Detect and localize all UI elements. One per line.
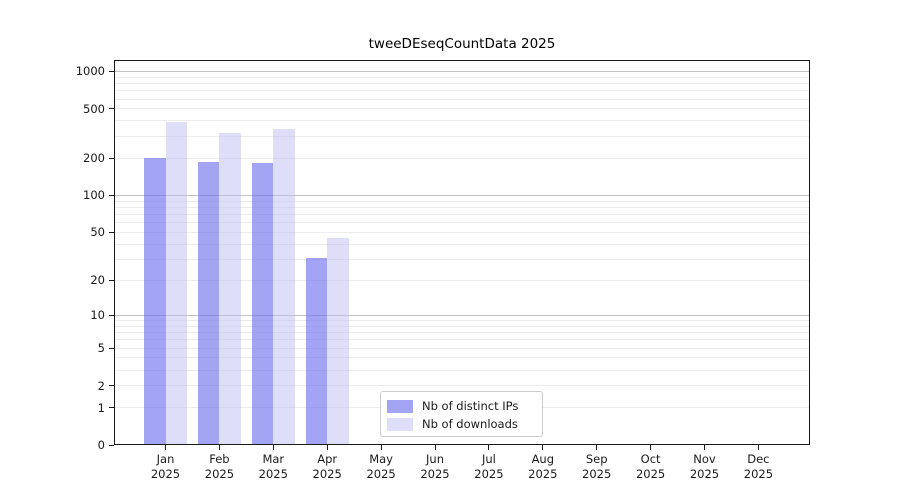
x-axis-tick-label: Feb 2025 bbox=[204, 452, 235, 481]
x-axis-tick-label: Jul 2025 bbox=[474, 452, 504, 481]
legend-swatch-downloads bbox=[387, 417, 413, 431]
gridline-minor bbox=[114, 90, 810, 92]
gridline-minor bbox=[114, 98, 810, 100]
gridline-minor bbox=[114, 347, 810, 349]
y-axis-tick bbox=[109, 347, 114, 349]
y-axis-tick-label: 20 bbox=[90, 273, 105, 288]
y-axis-tick bbox=[109, 108, 114, 110]
x-axis-tick bbox=[326, 445, 328, 450]
y-axis-tick-label: 1 bbox=[97, 400, 105, 415]
y-axis-tick-label: 100 bbox=[83, 188, 105, 203]
x-axis-tick-label: Apr 2025 bbox=[312, 452, 342, 481]
bar-downloads bbox=[273, 128, 295, 445]
gridline-minor bbox=[114, 214, 810, 216]
gridline-minor bbox=[114, 385, 810, 387]
bar-distinct-ips bbox=[144, 158, 166, 445]
y-axis-tick bbox=[109, 279, 114, 281]
x-axis-tick-label: Jun 2025 bbox=[420, 452, 450, 481]
gridline-minor bbox=[114, 339, 810, 341]
bar-downloads bbox=[165, 122, 187, 445]
bar-distinct-ips bbox=[197, 161, 220, 445]
x-axis-tick bbox=[757, 445, 759, 450]
gridline-minor bbox=[114, 108, 810, 110]
y-axis-tick bbox=[109, 157, 114, 159]
x-axis-tick bbox=[218, 445, 220, 450]
gridline-minor bbox=[114, 206, 810, 208]
chart-title: tweeDEseqCountData 2025 bbox=[368, 36, 556, 52]
gridline-minor bbox=[114, 82, 810, 84]
y-axis-tick bbox=[109, 314, 114, 316]
gridline-minor bbox=[114, 135, 810, 137]
legend-label-distinct-ips: Nb of distinct IPs bbox=[422, 399, 519, 413]
gridline-minor bbox=[114, 243, 810, 245]
gridline-major bbox=[114, 194, 810, 196]
gridline-major bbox=[114, 314, 810, 316]
gridline-minor bbox=[114, 76, 810, 78]
x-axis-tick-label: Aug 2025 bbox=[528, 452, 558, 481]
legend-item-distinct-ips: Nb of distinct IPs bbox=[387, 397, 542, 415]
x-axis-tick-label: Dec 2025 bbox=[743, 452, 774, 481]
x-axis-tick-label: Mar 2025 bbox=[258, 452, 288, 481]
y-axis-tick bbox=[109, 444, 114, 446]
x-axis-tick-label: Nov 2025 bbox=[689, 452, 720, 481]
x-axis-tick bbox=[542, 445, 544, 450]
gridline-major bbox=[114, 70, 810, 72]
legend-label-downloads: Nb of downloads bbox=[422, 417, 518, 431]
gridline-minor bbox=[114, 279, 810, 281]
y-axis-tick bbox=[109, 407, 114, 409]
x-axis-tick bbox=[380, 445, 382, 450]
y-axis-tick-label: 50 bbox=[90, 225, 105, 240]
x-axis-tick bbox=[596, 445, 598, 450]
x-axis-tick bbox=[165, 445, 166, 450]
legend-item-downloads: Nb of downloads bbox=[387, 415, 542, 433]
y-axis-tick-label: 5 bbox=[97, 341, 105, 356]
x-axis-tick bbox=[488, 445, 490, 450]
x-axis-tick-label: Sep 2025 bbox=[582, 452, 612, 481]
plot-area bbox=[114, 60, 810, 445]
gridline-minor bbox=[114, 369, 810, 371]
bar-distinct-ips bbox=[251, 163, 274, 445]
bar-downloads bbox=[327, 237, 349, 445]
bar-distinct-ips bbox=[305, 257, 328, 445]
y-axis-tick bbox=[109, 70, 114, 72]
bar-downloads bbox=[219, 133, 241, 445]
x-axis-tick bbox=[650, 445, 652, 450]
legend-swatch-distinct-ips bbox=[387, 399, 413, 413]
y-axis-tick bbox=[109, 385, 114, 387]
x-axis-tick-label: Jan 2025 bbox=[150, 452, 181, 481]
x-axis-tick bbox=[434, 445, 436, 450]
y-axis-tick bbox=[109, 231, 114, 233]
x-axis-tick-label: Oct 2025 bbox=[635, 452, 666, 481]
x-axis-tick bbox=[272, 445, 274, 450]
gridline-minor bbox=[114, 120, 810, 122]
y-axis-tick-label: 1000 bbox=[75, 64, 105, 79]
gridline-minor bbox=[114, 231, 810, 233]
gridline-minor bbox=[114, 332, 810, 334]
y-axis-tick-label: 10 bbox=[90, 308, 105, 323]
x-axis-tick bbox=[704, 445, 705, 450]
gridline-minor bbox=[114, 200, 810, 202]
gridline-minor bbox=[114, 157, 810, 159]
x-axis-tick-label: May 2025 bbox=[366, 452, 396, 481]
gridline-minor bbox=[114, 325, 810, 327]
gridline-minor bbox=[114, 320, 810, 321]
gridline-minor bbox=[114, 357, 810, 359]
gridline-minor bbox=[114, 258, 810, 260]
y-axis-tick bbox=[109, 194, 114, 196]
y-axis-tick-label: 2 bbox=[97, 378, 105, 393]
y-axis-tick-label: 0 bbox=[97, 438, 105, 452]
gridline-minor bbox=[114, 222, 810, 224]
y-axis-tick-label: 500 bbox=[83, 101, 105, 116]
y-axis-tick-label: 200 bbox=[83, 151, 105, 166]
legend: Nb of distinct IPs Nb of downloads bbox=[380, 391, 543, 437]
